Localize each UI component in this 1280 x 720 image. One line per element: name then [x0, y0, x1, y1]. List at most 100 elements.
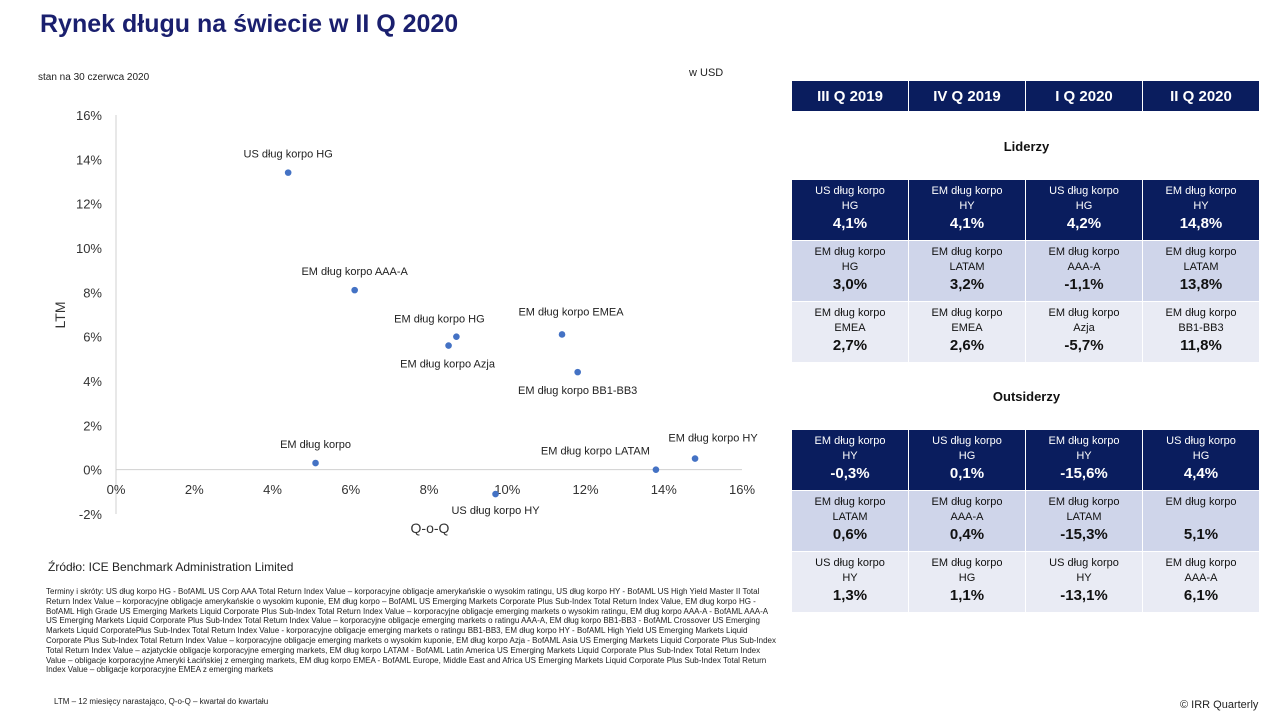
cell-label-line2: HY: [1193, 200, 1209, 212]
page-title: Rynek długu na świecie w II Q 2020: [40, 10, 459, 38]
cell-label-line2: HG: [958, 572, 976, 584]
quarter-header: III Q 2019: [792, 81, 908, 111]
cell-value: 14,8%: [1179, 215, 1223, 232]
cell-value: 3,0%: [832, 276, 868, 293]
table-cell: EM dług korpo LATAM 13,8%: [1143, 241, 1259, 301]
cell-label-line2: HY: [842, 572, 858, 584]
cell-label-line1: US dług korpo: [1049, 557, 1119, 569]
cell-label-line1: US dług korpo: [1166, 435, 1236, 447]
table-cell: US dług korpo HY -13,1%: [1026, 552, 1142, 612]
cell-label: US dług korpo HG: [932, 434, 1002, 464]
cell-label-line2: HG: [1192, 450, 1210, 462]
cell-value: 4,4%: [1183, 465, 1219, 482]
y-axis-title: LTM: [52, 302, 68, 329]
x-tick-label: 16%: [729, 482, 755, 497]
table-cell: EM dług korpo LATAM -15,3%: [1026, 491, 1142, 551]
cell-label-line1: EM dług korpo: [1165, 307, 1237, 319]
point-label: EM dług korpo LATAM: [541, 446, 650, 458]
table-row: US dług korpo HY 1,3% EM dług korpo HG 1,1% US…: [792, 552, 1261, 612]
point-label: US dług korpo HY: [451, 505, 540, 517]
cell-value: 11,8%: [1180, 337, 1222, 354]
data-point: [691, 455, 699, 462]
cell-value: 4,1%: [832, 215, 868, 232]
x-tick-label: 10%: [494, 482, 520, 497]
x-tick-label: 8%: [420, 482, 439, 497]
cell-value: 2,7%: [832, 337, 868, 354]
cell-label-line2: HY: [1076, 572, 1092, 584]
cell-label-line1: EM dług korpo: [814, 307, 886, 319]
cell-label-line1: EM dług korpo: [814, 496, 886, 508]
cell-value: 0,6%: [832, 526, 868, 543]
table-cell: EM dług korpo EMEA 2,7%: [792, 302, 908, 362]
terms-note: Terminy i skróty: US dług korpo HG - Bof…: [46, 587, 776, 675]
cell-label-line1: EM dług korpo: [1165, 557, 1237, 569]
table-cell: EM dług korpo LATAM 3,2%: [909, 241, 1025, 301]
y-tick-label: 6%: [83, 330, 102, 345]
cell-label: EM dług korpo LATAM: [1166, 245, 1237, 275]
cell-label-line1: EM dług korpo: [814, 435, 886, 447]
table-cell: EM dług korpo LATAM 0,6%: [792, 491, 908, 551]
cell-label-line2: HG: [841, 261, 859, 273]
cell-label-line2: LATAM: [1066, 511, 1102, 523]
cell-label: EM dług korpo: [1166, 495, 1237, 525]
y-tick-label: 8%: [83, 285, 102, 300]
y-tick-label: 4%: [83, 374, 102, 389]
cell-value: -5,7%: [1064, 337, 1104, 354]
quarter-header: IV Q 2019: [909, 81, 1025, 111]
cell-label-line1: EM dług korpo: [1165, 246, 1237, 258]
cell-label: EM dług korpo AAA-A: [932, 495, 1003, 525]
cell-label: US dług korpo HG: [1049, 184, 1119, 214]
cell-label: EM dług korpo Azja: [1049, 306, 1120, 336]
table-cell: EM dług korpo AAA-A -1,1%: [1026, 241, 1142, 301]
table-cell: EM dług korpo HY -0,3%: [792, 430, 908, 490]
table-cell: US dług korpo HG 4,1%: [792, 180, 908, 240]
table-cell: EM dług korpo AAA-A 0,4%: [909, 491, 1025, 551]
table-cell: US dług korpo HG 4,2%: [1026, 180, 1142, 240]
x-tick-label: 4%: [263, 482, 282, 497]
table-cell: EM dług korpo HG 1,1%: [909, 552, 1025, 612]
outsiders-table: EM dług korpo HY -0,3% US dług korpo HG 0,1% E…: [792, 430, 1261, 613]
cell-label: EM dług korpo AAA-A: [1166, 556, 1237, 586]
cell-label: EM dług korpo HY: [1049, 434, 1120, 464]
cell-label-line2: HG: [958, 450, 976, 462]
cell-value: -1,1%: [1064, 276, 1104, 293]
cell-label-line1: EM dług korpo: [814, 246, 886, 258]
cell-value: 5,1%: [1183, 526, 1219, 543]
cell-label-line1: US dług korpo: [1049, 185, 1119, 197]
cell-label-line1: EM dług korpo: [1048, 246, 1120, 258]
cell-value: 0,4%: [949, 526, 985, 543]
y-tick-label: 12%: [76, 197, 102, 212]
data-point: [652, 466, 660, 473]
data-point: [453, 333, 460, 340]
table-row: EM dług korpo LATAM 0,6% EM dług korpo AAA-A…: [792, 491, 1261, 551]
cell-label: EM dług korpo HY: [1166, 184, 1237, 214]
data-point: [558, 331, 566, 338]
data-point: [492, 490, 499, 498]
cell-label-line2: HG: [841, 200, 859, 212]
quarter-header: II Q 2020: [1143, 81, 1259, 111]
cell-label-line2: AAA-A: [1067, 261, 1101, 273]
cell-label-line1: EM dług korpo: [1048, 435, 1120, 447]
data-point: [445, 342, 452, 349]
table-cell: EM dług korpo BB1-BB3 11,8%: [1143, 302, 1259, 362]
cell-value: -15,3%: [1060, 526, 1108, 543]
cell-label-line2: LATAM: [1183, 261, 1219, 273]
y-tick-label: 16%: [76, 108, 102, 123]
cell-label: EM dług korpo AAA-A: [1049, 245, 1120, 275]
cell-value: -0,3%: [830, 465, 870, 482]
cell-value: 4,2%: [1066, 215, 1102, 232]
cell-label: EM dług korpo LATAM: [815, 495, 886, 525]
table-cell: EM dług korpo EMEA 2,6%: [909, 302, 1025, 362]
cell-value: 6,1%: [1183, 587, 1219, 604]
cell-label-line1: EM dług korpo: [1048, 496, 1120, 508]
cell-value: 2,6%: [949, 337, 985, 354]
point-label: EM dług korpo BB1-BB3: [518, 385, 637, 397]
table-cell: EM dług korpo AAA-A 6,1%: [1143, 552, 1259, 612]
as-of-date: stan na 30 czerwca 2020: [38, 72, 150, 83]
point-label: EM dług korpo: [280, 439, 351, 451]
cell-label: EM dług korpo BB1-BB3: [1166, 306, 1237, 336]
data-point: [351, 286, 358, 294]
point-label: EM dług korpo HY: [668, 433, 758, 445]
table-cell: US dług korpo HG 0,1%: [909, 430, 1025, 490]
cell-label: EM dług korpo HY: [815, 434, 886, 464]
